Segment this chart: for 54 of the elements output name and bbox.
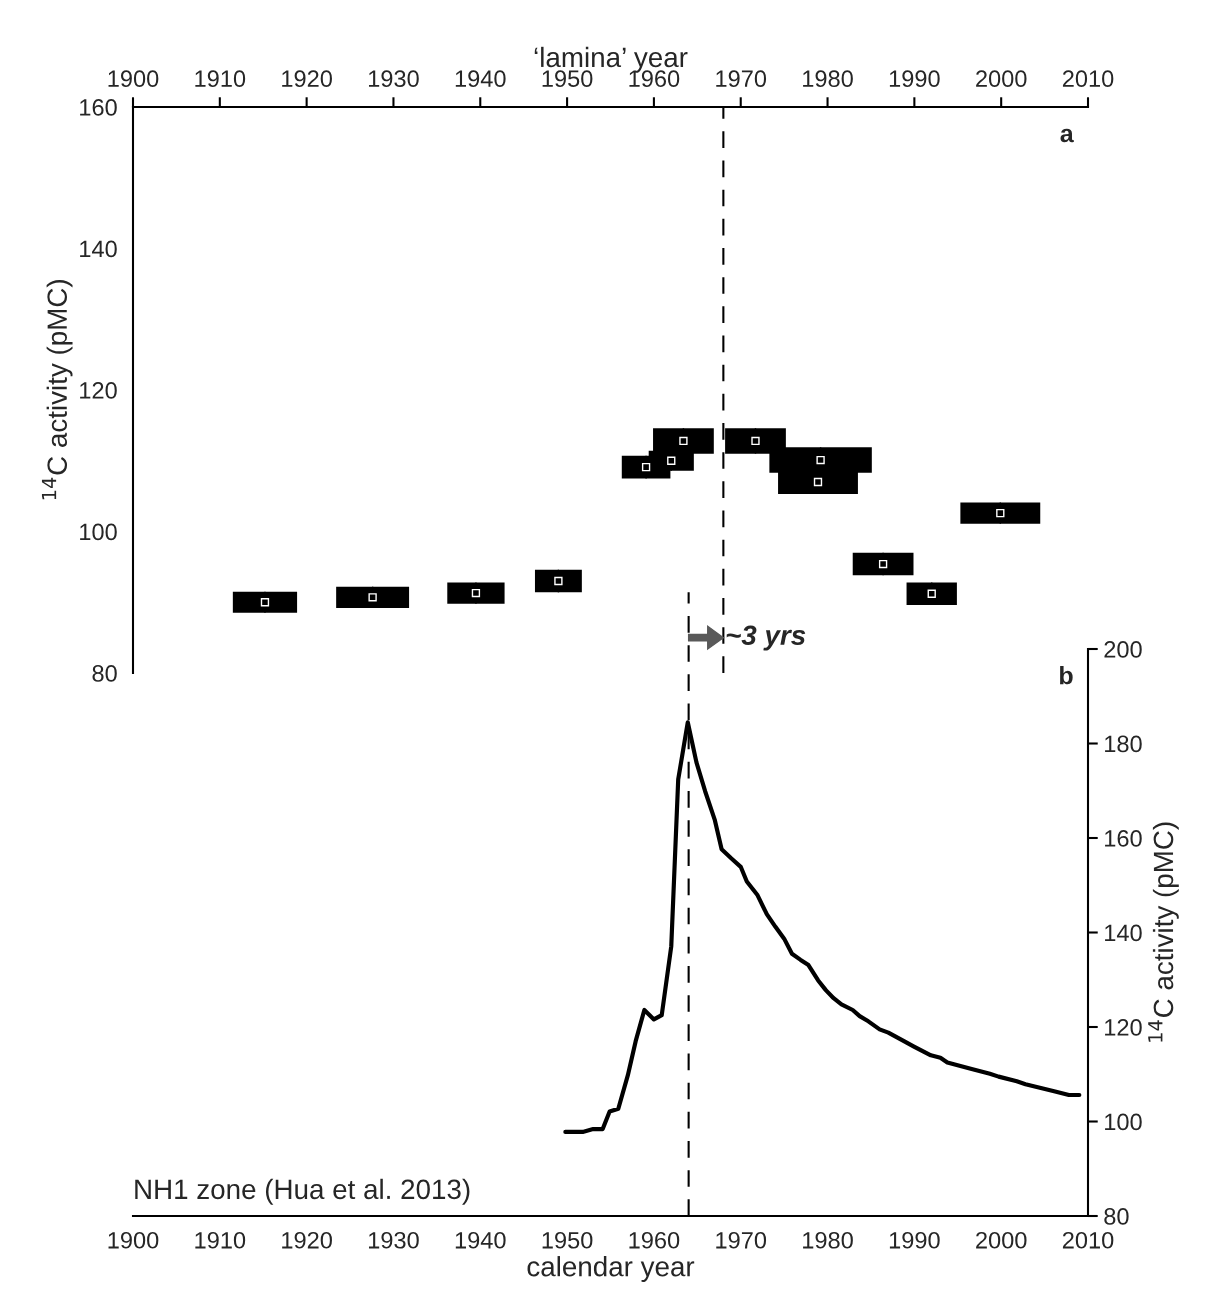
- y-tick-label: 120: [80, 382, 117, 399]
- x-tick-label: 1970: [716, 70, 767, 88]
- x-tick-label: 2010: [1062, 1231, 1114, 1249]
- x-tick-label: 1910: [195, 70, 246, 88]
- y-axis-title: $^{14}$C activity (pMC): [1148, 822, 1179, 1042]
- y-tick-label: 100: [80, 523, 117, 541]
- x-tick-label: 1990: [889, 1231, 940, 1249]
- annotation: b: [1060, 666, 1073, 685]
- y-tick-label: 180: [1105, 735, 1142, 753]
- x-tick-label: 2010: [1062, 70, 1114, 88]
- point: [471, 588, 481, 598]
- annotation: ~3 yrs: [726, 625, 806, 651]
- point: [554, 576, 563, 586]
- x-tick-label: 1900: [108, 1231, 159, 1249]
- annotation: NH1 zone (Hua et al. 2013): [135, 1178, 470, 1205]
- x-tick-label: 2000: [976, 70, 1027, 88]
- y-tick-label: 140: [1105, 924, 1142, 942]
- x-tick-label: 1980: [803, 70, 853, 88]
- x-tick-label: 1900: [108, 70, 159, 88]
- y-tick-label: 140: [80, 240, 117, 258]
- point: [667, 456, 676, 465]
- point: [878, 559, 888, 569]
- y-tick-label: 80: [1104, 1208, 1129, 1225]
- x-tick-label: 1960: [629, 1231, 680, 1249]
- x-tick-label: 1930: [368, 1231, 419, 1249]
- point: [368, 593, 377, 602]
- y-tick-label: 120: [1105, 1019, 1142, 1036]
- x-tick-label: 1980: [803, 1231, 853, 1249]
- x-tick-label: 1930: [368, 70, 419, 88]
- point: [816, 455, 825, 465]
- x-tick-label: 1990: [889, 70, 940, 88]
- point: [679, 436, 688, 446]
- x-tick-label: 1950: [542, 1231, 593, 1249]
- x-tick-label: 1920: [282, 1231, 332, 1249]
- point: [751, 436, 760, 446]
- x-tick-label: 1910: [195, 1231, 246, 1249]
- x-axis-title: calendar year: [527, 1256, 695, 1282]
- y-tick-label: 160: [80, 99, 117, 116]
- point: [813, 477, 823, 487]
- y-tick-label: 160: [1105, 830, 1142, 847]
- x-tick-label: 1920: [282, 70, 332, 88]
- y-tick-label: 80: [92, 665, 117, 682]
- x-tick-label: 2000: [976, 1231, 1027, 1249]
- x-tick-label: 1940: [455, 70, 506, 88]
- x-tick-label: 1940: [455, 1231, 506, 1249]
- point: [996, 508, 1005, 518]
- x-tick-label: 1970: [716, 1231, 767, 1249]
- point: [927, 589, 936, 598]
- y-tick-label: 100: [1105, 1113, 1142, 1131]
- point: [260, 598, 270, 607]
- annotation: a: [1060, 128, 1074, 143]
- point: [641, 462, 651, 472]
- y-axis-title: $^{14}$C activity (pMC): [41, 280, 73, 500]
- y-tick-label: 200: [1104, 641, 1142, 658]
